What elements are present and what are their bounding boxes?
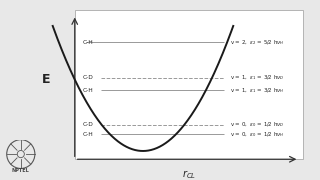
Text: E: E [42,73,50,86]
Text: v = 1,  $\varepsilon_1$ = 3/2 h$\nu_D$: v = 1, $\varepsilon_1$ = 3/2 h$\nu_D$ [230,74,284,82]
Text: C-H: C-H [83,132,93,137]
Text: C-D: C-D [83,122,93,127]
Text: $r_{CL}$: $r_{CL}$ [182,168,196,180]
Text: NPTEL: NPTEL [12,168,30,173]
FancyBboxPatch shape [75,10,303,159]
Text: v = 2,  $\varepsilon_2$ = 5/2 h$\nu_H$: v = 2, $\varepsilon_2$ = 5/2 h$\nu_H$ [230,38,284,47]
Text: C-D: C-D [83,75,93,80]
Text: C-H: C-H [83,40,93,45]
Text: C-H: C-H [83,88,93,93]
Text: v = 0,  $\varepsilon_0$ = 1/2 h$\nu_D$: v = 0, $\varepsilon_0$ = 1/2 h$\nu_D$ [230,120,284,129]
Text: v = 1,  $\varepsilon_1$ = 3/2 h$\nu_H$: v = 1, $\varepsilon_1$ = 3/2 h$\nu_H$ [230,86,284,95]
Text: v = 0,  $\varepsilon_0$ = 1/2 h$\nu_H$: v = 0, $\varepsilon_0$ = 1/2 h$\nu_H$ [230,130,284,139]
